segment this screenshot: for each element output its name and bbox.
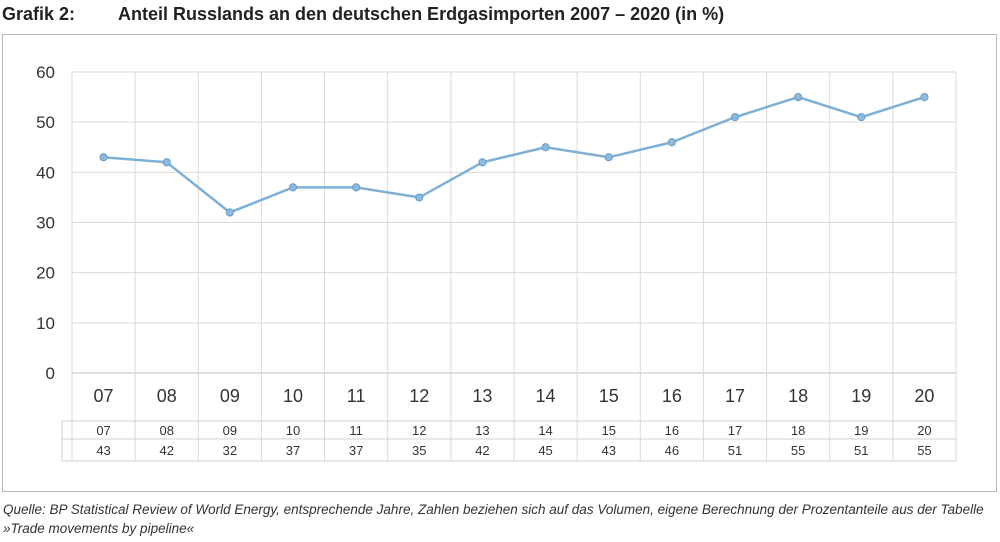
x-tick-label: 10 — [283, 386, 303, 406]
table-year-cell: 12 — [412, 423, 426, 438]
data-point — [667, 138, 676, 147]
x-tick-label: 09 — [220, 386, 240, 406]
data-point — [730, 113, 740, 122]
table-year-cell: 16 — [665, 423, 679, 438]
table-value-cell: 55 — [917, 443, 931, 458]
table-year-cell: 17 — [728, 423, 742, 438]
data-point — [478, 158, 487, 167]
table-value-cell: 42 — [159, 443, 173, 458]
line-chart: 0 10 20 30 40 50 60 07 08 09 10 11 12 13 14 15 16 17 18 19 2… — [36, 63, 957, 462]
data-point — [604, 153, 613, 162]
x-tick-label: 08 — [157, 386, 177, 406]
table-value-cell: 46 — [665, 443, 679, 458]
x-tick-label: 19 — [851, 386, 871, 406]
y-tick-label: 20 — [36, 264, 55, 283]
table-year-cell: 15 — [601, 423, 615, 438]
table-year-cell: 19 — [854, 423, 868, 438]
x-tick-label: 20 — [914, 386, 934, 406]
table-year-cell: 20 — [917, 423, 931, 438]
y-tick-label: 50 — [36, 113, 55, 132]
x-tick-label: 15 — [599, 386, 619, 406]
table-year-cell: 07 — [96, 423, 110, 438]
y-tick-label: 40 — [36, 163, 55, 182]
data-point — [352, 183, 361, 192]
y-tick-label: 60 — [36, 63, 55, 82]
source-footnote: Quelle: BP Statistical Review of World E… — [3, 502, 984, 536]
table-value-cell: 43 — [96, 443, 110, 458]
x-tick-label: 13 — [472, 386, 492, 406]
table-value-cell: 37 — [286, 443, 300, 458]
chart-frame — [2, 34, 997, 492]
data-point — [541, 143, 550, 152]
table-year-cell: 09 — [223, 423, 237, 438]
data-point — [857, 113, 866, 122]
data-point — [225, 208, 234, 217]
x-tick-label: 07 — [94, 386, 114, 406]
table-year-cell: 18 — [791, 423, 805, 438]
data-point — [415, 193, 424, 202]
data-point — [99, 153, 108, 162]
x-tick-label: 14 — [536, 386, 556, 406]
x-tick-label: 17 — [725, 386, 745, 406]
table-value-cell: 35 — [412, 443, 426, 458]
table-year-cell: 11 — [349, 423, 363, 438]
table-value-cell: 51 — [728, 443, 742, 458]
data-point — [794, 92, 803, 102]
y-tick-label: 30 — [36, 214, 55, 233]
data-point — [920, 92, 929, 102]
data-point — [162, 158, 171, 167]
table-value-cell: 51 — [854, 443, 868, 458]
x-tick-label: 12 — [409, 386, 429, 406]
table-year-cell: 08 — [159, 423, 173, 438]
table-value-cell: 55 — [791, 443, 805, 458]
y-tick-label: 0 — [46, 364, 55, 383]
figure-label: Grafik 2: — [2, 4, 76, 24]
x-tick-label: 18 — [788, 386, 808, 406]
y-tick-label: 10 — [36, 314, 55, 333]
table-value-cell: 32 — [223, 443, 237, 458]
table-year-cell: 14 — [538, 423, 552, 438]
table-year-cell: 10 — [286, 423, 300, 438]
x-tick-label: 16 — [662, 386, 682, 406]
data-point — [288, 183, 298, 192]
table-value-cell: 42 — [475, 443, 489, 458]
series-line — [103, 95, 925, 214]
table-value-cell: 37 — [349, 443, 363, 458]
table-year-cell: 13 — [475, 423, 489, 438]
chart-title: Anteil Russlands an den deutschen Erdgas… — [118, 4, 725, 24]
table-value-cell: 43 — [601, 443, 615, 458]
x-tick-label: 11 — [347, 386, 366, 406]
chart-header: Grafik 2: Anteil Russlands an den deutsc… — [0, 4, 1000, 30]
table-value-cell: 45 — [538, 443, 552, 458]
